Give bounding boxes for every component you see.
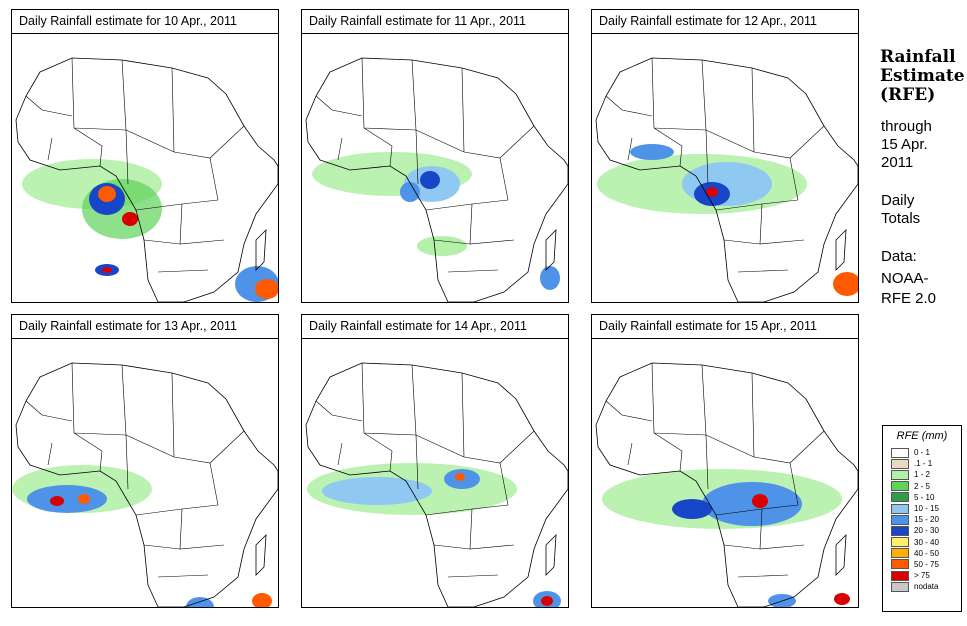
legend-item: 30 - 40: [891, 537, 961, 548]
legend-label: .1 - 1: [914, 459, 933, 469]
source-line: NOAA-: [881, 270, 929, 287]
rainfall-map: [595, 57, 858, 302]
panel-title: Daily Rainfall estimate for 10 Apr., 201…: [12, 10, 278, 34]
rain-patch: [706, 187, 718, 197]
legend-label: 5 - 10: [914, 492, 935, 502]
rain-patch: [541, 596, 553, 606]
rainfall-map: [12, 362, 278, 607]
rain-patch: [702, 482, 802, 526]
legend-label: > 75: [914, 571, 930, 581]
legend-item: > 75: [891, 570, 961, 581]
legend-item: 20 - 30: [891, 525, 961, 536]
date-line: 2011: [881, 154, 914, 171]
legend-swatch: [891, 469, 909, 480]
rainfall-map-panel: Daily Rainfall estimate for 15 Apr., 201…: [591, 314, 859, 608]
legend-label: 2 - 5: [914, 481, 931, 491]
rain-patch: [540, 266, 560, 290]
rain-patch: [255, 279, 278, 299]
legend-item: .1 - 1: [891, 458, 961, 469]
rain-patch: [768, 594, 796, 607]
rain-patch: [752, 494, 768, 508]
rain-patch: [98, 186, 116, 202]
legend-item: 50 - 75: [891, 559, 961, 570]
legend-swatch: [891, 581, 909, 592]
rain-patch: [78, 494, 90, 504]
rainfall-map-panel: Daily Rainfall estimate for 13 Apr., 201…: [11, 314, 279, 608]
legend-swatch: [891, 514, 909, 525]
rain-patch: [252, 593, 272, 607]
legend-label: 30 - 40: [914, 537, 939, 547]
legend-swatch: [891, 548, 909, 559]
rain-patch: [400, 182, 420, 202]
rainfall-map-panel: Daily Rainfall estimate for 12 Apr., 201…: [591, 9, 859, 303]
rain-patch: [834, 593, 850, 605]
period-line: Daily: [881, 192, 915, 209]
legend-label: 50 - 75: [914, 559, 939, 569]
rainfall-map: [15, 57, 278, 302]
legend-swatch: [891, 570, 909, 581]
legend-swatch: [891, 537, 909, 548]
legend-swatch: [891, 492, 909, 503]
legend-item: 15 - 20: [891, 514, 961, 525]
legend-item: 5 - 10: [891, 492, 961, 503]
map-title-line: (RFE): [880, 85, 936, 105]
rainfall-map-panel: Daily Rainfall estimate for 11 Apr., 201…: [301, 9, 569, 303]
legend-label: 15 - 20: [914, 515, 939, 525]
legend-item: 2 - 5: [891, 481, 961, 492]
legend-label: 0 - 1: [914, 448, 931, 458]
through-label: through: [881, 118, 932, 135]
map-title-line: Rainfall: [880, 47, 956, 67]
map-title-line: Estimate: [880, 66, 965, 86]
legend-item: 1 - 2: [891, 469, 961, 480]
rain-patch: [322, 477, 432, 505]
legend-title: RFE (mm): [896, 430, 948, 442]
legend-swatch: [891, 559, 909, 570]
rain-patch: [122, 212, 138, 226]
legend-swatch: [891, 447, 909, 458]
legend-swatch: [891, 458, 909, 469]
period-line: Totals: [881, 210, 921, 227]
rainfall-map: [305, 57, 568, 302]
data-label: Data:: [881, 248, 917, 265]
source-line: RFE 2.0: [881, 290, 937, 307]
panel-title: Daily Rainfall estimate for 13 Apr., 201…: [12, 315, 278, 339]
rain-patch: [27, 485, 107, 513]
legend-swatch: [891, 481, 909, 492]
rain-patch: [50, 496, 64, 506]
legend-label: 20 - 30: [914, 526, 939, 536]
rain-patch: [102, 267, 112, 273]
legend-item: 0 - 1: [891, 447, 961, 458]
rain-patch: [417, 236, 467, 256]
legend-label: 10 - 15: [914, 504, 939, 514]
rain-patch: [833, 272, 858, 296]
date-line: 15 Apr.: [881, 136, 928, 153]
panel-title: Daily Rainfall estimate for 11 Apr., 201…: [302, 10, 568, 34]
rainfall-map-panel: Daily Rainfall estimate for 14 Apr., 201…: [301, 314, 569, 608]
map-title: Rainfall Estimate (RFE): [880, 48, 965, 105]
legend-swatch: [891, 525, 909, 536]
rainfall-map-panel: Daily Rainfall estimate for 10 Apr., 201…: [11, 9, 279, 303]
legend-swatch: [891, 503, 909, 514]
legend-label: nodata: [914, 582, 939, 592]
rain-patch: [672, 499, 712, 519]
rain-patch: [455, 473, 465, 481]
legend-label: 1 - 2: [914, 470, 931, 480]
legend-item: nodata: [891, 581, 961, 592]
panel-title: Daily Rainfall estimate for 14 Apr., 201…: [302, 315, 568, 339]
rainfall-map: [305, 362, 568, 607]
panel-title: Daily Rainfall estimate for 12 Apr., 201…: [592, 10, 858, 34]
rainfall-map: [595, 362, 858, 607]
rain-patch: [630, 144, 674, 160]
legend-label: 40 - 50: [914, 548, 939, 558]
legend-item: 10 - 15: [891, 503, 961, 514]
panel-title: Daily Rainfall estimate for 15 Apr., 201…: [592, 315, 858, 339]
legend-item: 40 - 50: [891, 548, 961, 559]
rain-patch: [420, 171, 440, 189]
